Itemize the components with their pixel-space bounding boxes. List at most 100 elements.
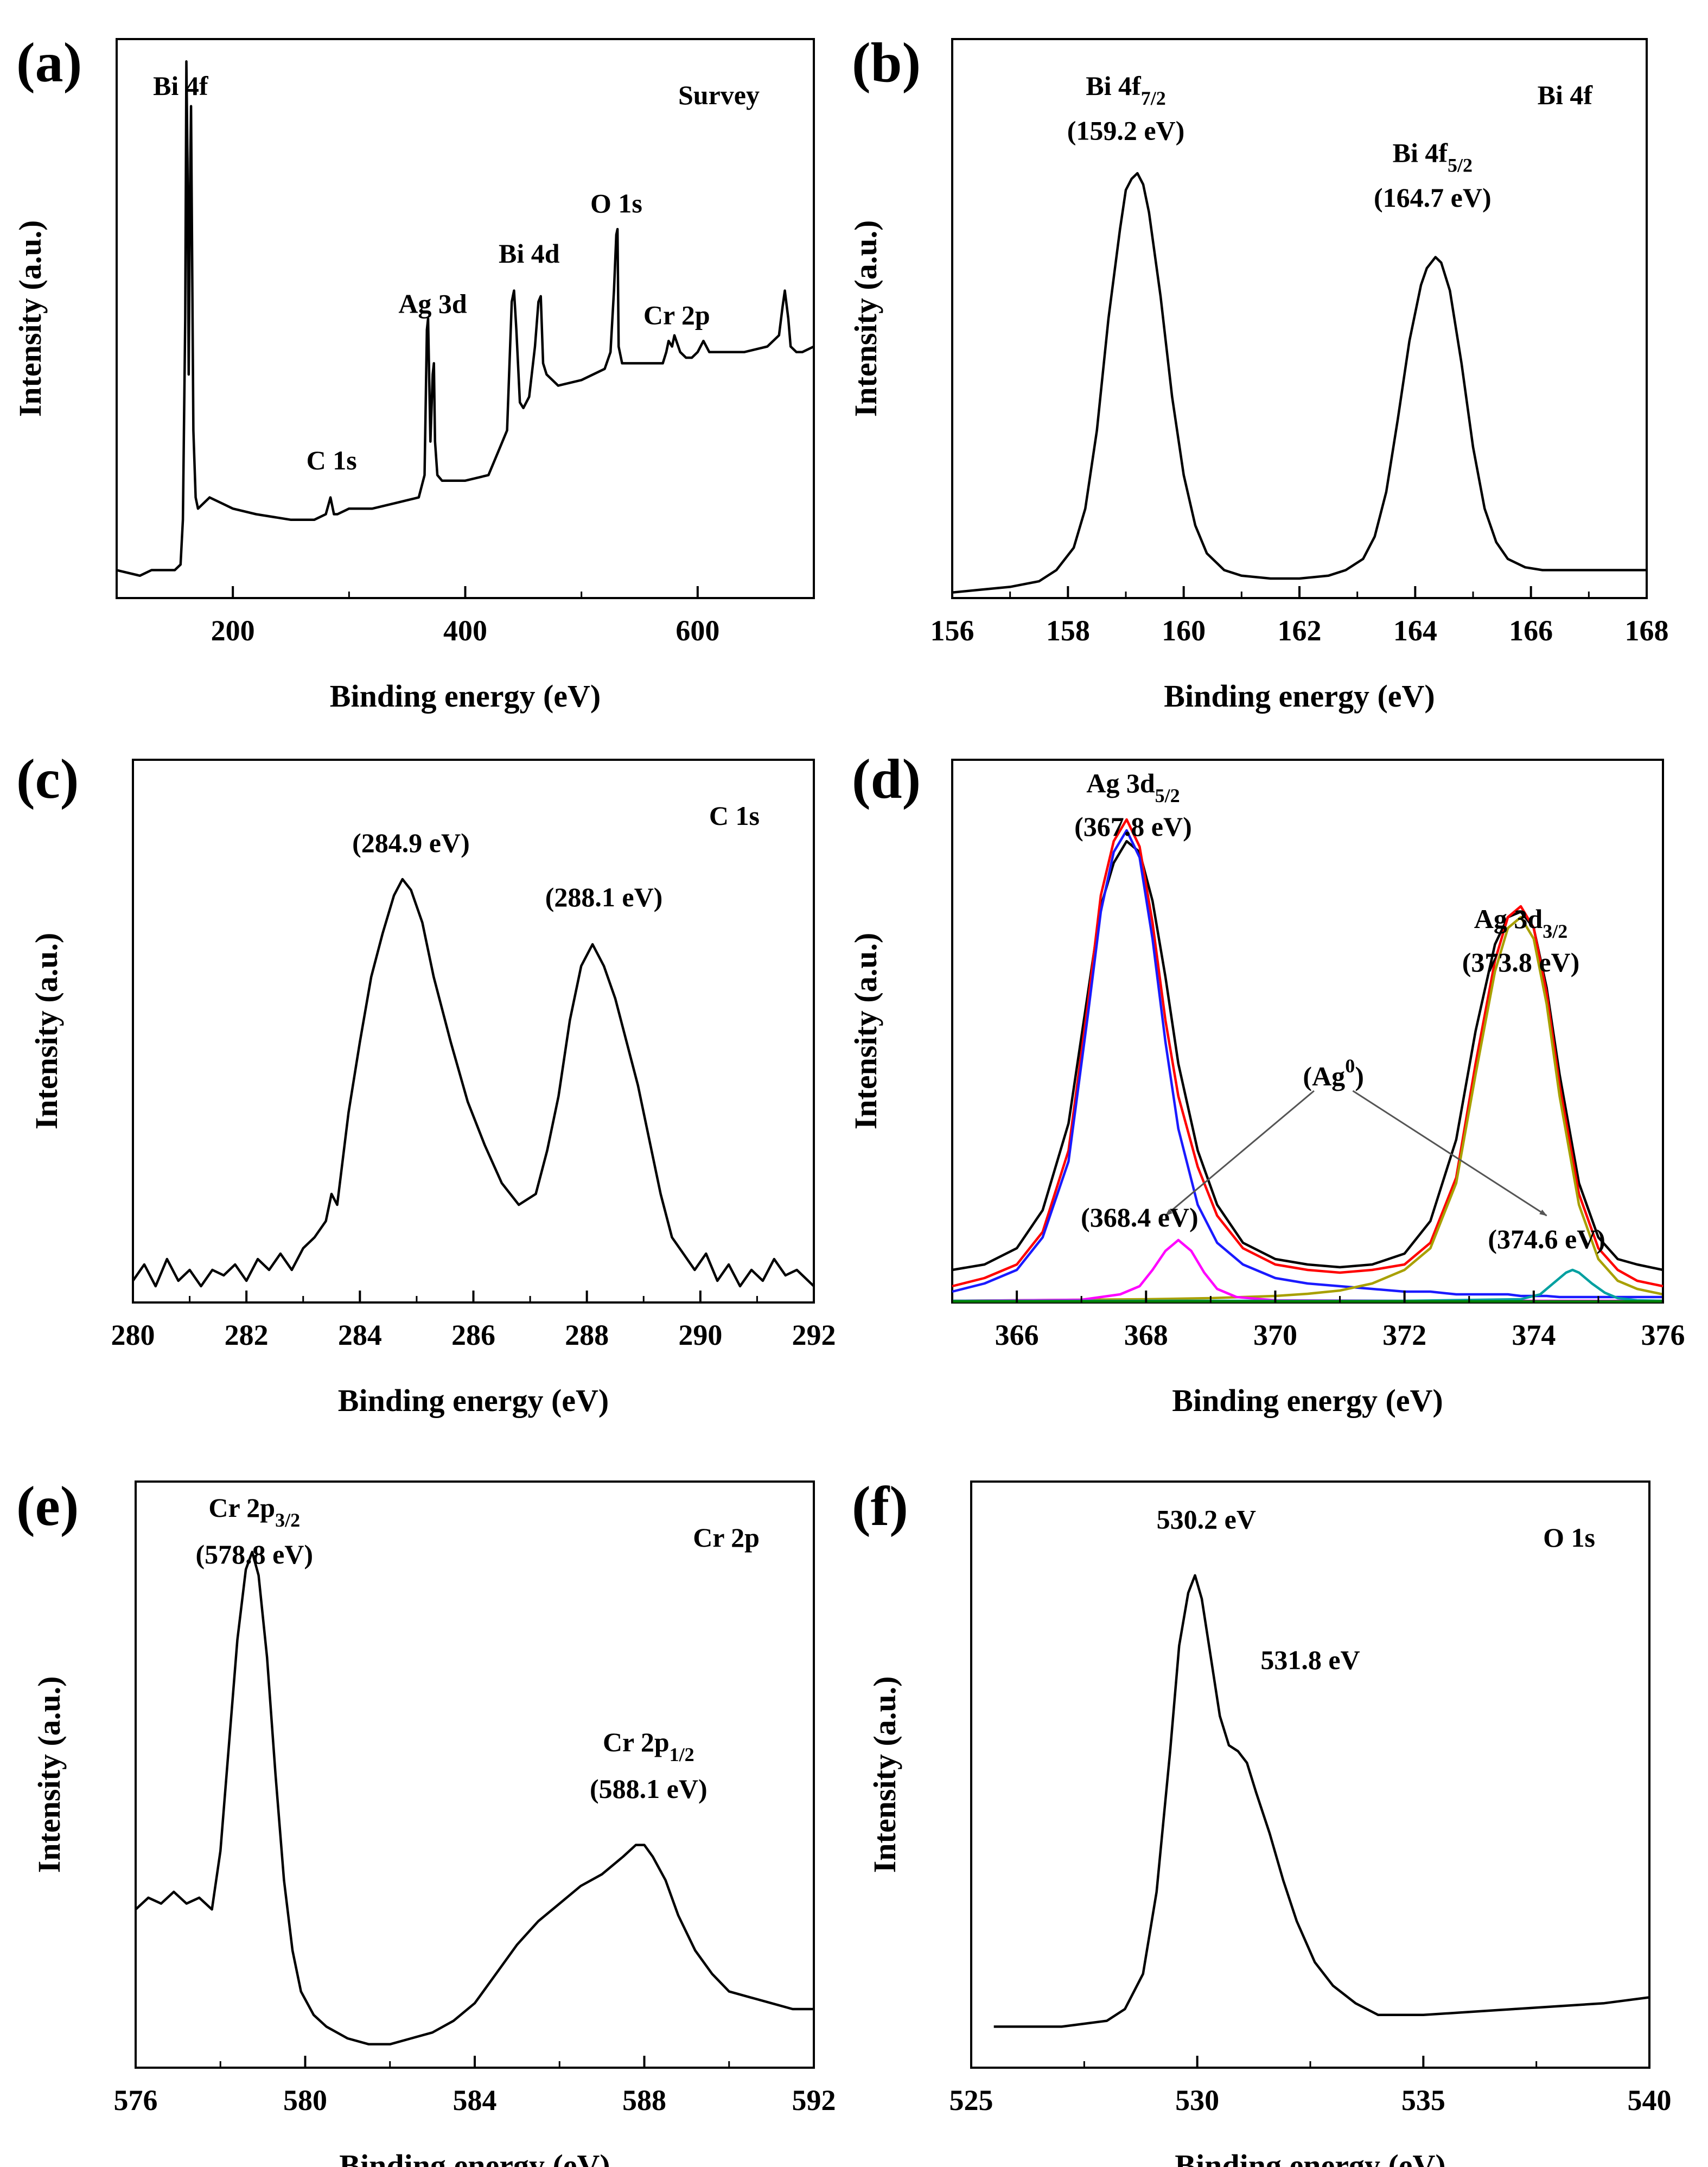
x-axis-title: Binding energy (eV) — [1172, 1383, 1443, 1418]
series-line-b-0 — [952, 171, 1647, 594]
annotation-text: Bi 4f — [1086, 71, 1142, 101]
annotation-arrow — [1352, 1090, 1547, 1217]
x-tick-label: 400 — [443, 614, 487, 647]
annotation-subscript: 3/2 — [275, 1509, 300, 1531]
annotation-text: (164.7 eV) — [1374, 182, 1492, 213]
x-tick-label: 160 — [1162, 614, 1206, 647]
y-axis-title: Intensity (a.u.) — [867, 1676, 902, 1873]
x-axis-title: Binding energy (eV) — [1175, 2148, 1445, 2167]
x-tick-label: 372 — [1382, 1319, 1426, 1351]
peak-annotation: 530.2 eV — [1157, 1504, 1256, 1534]
annotation-subscript: 7/2 — [1141, 87, 1166, 109]
peak-annotation: Cr 2p — [643, 300, 710, 330]
x-tick-label: 525 — [949, 2084, 993, 2117]
x-tick-label: 280 — [111, 1319, 155, 1351]
annotation-text: Bi 4d — [499, 238, 560, 269]
plot-frame — [951, 38, 1648, 599]
peak-annotation: 531.8 eV — [1260, 1645, 1360, 1675]
panel-e: (e) 576 580 584 588 592 Binding energy (eV) Int… — [16, 1475, 836, 2167]
chart-title: Survey — [678, 80, 760, 110]
chart-title: C 1s — [709, 800, 760, 831]
annotation-text: (373.8 eV) — [1462, 947, 1580, 977]
peak-annotation: Cr 2p3/2 — [208, 1492, 300, 1531]
chart-title: Cr 2p — [693, 1522, 760, 1553]
plot-frame — [132, 759, 815, 1304]
annotation-text: (368.4 eV) — [1081, 1202, 1199, 1232]
chart-title: O 1s — [1543, 1522, 1595, 1553]
peak-annotation: Bi 4f5/2 — [1393, 138, 1473, 176]
x-tick-label: 290 — [678, 1319, 722, 1351]
x-tick-label: 530 — [1175, 2084, 1219, 2117]
y-axis-title: Intensity (a.u.) — [12, 220, 48, 417]
x-axis-title: Binding energy (eV) — [1164, 678, 1435, 714]
panel-label: (b) — [852, 31, 921, 94]
x-tick-label: 282 — [225, 1319, 269, 1351]
x-tick-label: 286 — [451, 1319, 495, 1351]
annotation-text: (578.8 eV) — [195, 1539, 313, 1569]
annotation-text: Bi 4f — [1393, 138, 1449, 168]
annotation-text: 531.8 eV — [1260, 1645, 1360, 1675]
series-line-d-3 — [952, 916, 1664, 1302]
peak-annotation: Ag 3d5/2 — [1086, 768, 1180, 806]
annotation-superscript: 0 — [1345, 1055, 1355, 1077]
chart-title: Bi 4f — [1538, 80, 1594, 110]
plot-frame — [970, 1480, 1650, 2069]
annotation-subscript: 3/2 — [1543, 920, 1567, 942]
x-tick-label: 158 — [1046, 614, 1090, 647]
y-axis-title: Intensity (a.u.) — [848, 220, 883, 417]
peak-annotation: (164.7 eV) — [1374, 182, 1492, 213]
series-line-c-0 — [132, 878, 815, 1288]
annotation-text: (588.1 eV) — [590, 1774, 708, 1804]
annotation-text: (Ag — [1303, 1061, 1345, 1091]
x-tick-label: 168 — [1625, 614, 1669, 647]
annotation-text: (159.2 eV) — [1067, 115, 1185, 145]
peak-annotation: (373.8 eV) — [1462, 947, 1580, 977]
x-tick-label: 584 — [453, 2084, 497, 2117]
x-axis-title: Binding energy (eV) — [339, 2148, 610, 2167]
panel-label: (c) — [16, 748, 79, 810]
series-line-d-5 — [952, 1268, 1664, 1302]
peak-annotation: (Ag0) — [1303, 1055, 1363, 1091]
x-tick-label: 368 — [1124, 1319, 1168, 1351]
x-tick-label: 580 — [283, 2084, 327, 2117]
x-tick-label: 288 — [565, 1319, 609, 1351]
annotation-text: Cr 2p — [643, 300, 710, 330]
series-line-e-0 — [135, 1550, 814, 2046]
y-axis-title: Intensity (a.u.) — [848, 933, 883, 1130]
series-line-f-0 — [993, 1574, 1650, 2028]
x-tick-label: 592 — [792, 2084, 836, 2117]
series-line-a-0 — [116, 60, 814, 577]
panel-label: (e) — [16, 1475, 79, 1537]
annotation-text: (367.8 eV) — [1074, 811, 1192, 842]
x-tick-label: 370 — [1253, 1319, 1297, 1351]
annotation-text: Ag 3d — [1086, 768, 1155, 798]
x-tick-label: 156 — [931, 614, 974, 647]
x-tick-label: 200 — [211, 614, 255, 647]
annotation-subscript: 1/2 — [670, 1744, 694, 1765]
annotation-text: (374.6 eV) — [1488, 1224, 1605, 1254]
annotation-close-paren: ) — [1355, 1061, 1364, 1091]
panel-label: (a) — [16, 31, 82, 94]
annotation-text: Cr 2p — [603, 1727, 670, 1757]
peak-annotation: (368.4 eV) — [1081, 1202, 1199, 1232]
peak-annotation: Bi 4f7/2 — [1086, 71, 1165, 109]
x-tick-label: 600 — [675, 614, 719, 647]
peak-annotation: (588.1 eV) — [590, 1774, 708, 1804]
panel-label: (f) — [852, 1475, 908, 1537]
series-line-d-1 — [952, 818, 1664, 1288]
panel-a: (a) 200 400 600 Binding energy (eV) Intensity… — [12, 31, 815, 714]
annotation-text: Ag 3d — [398, 289, 467, 319]
annotation-subscript: 5/2 — [1448, 155, 1473, 176]
peak-annotation: (374.6 eV) — [1488, 1224, 1605, 1254]
x-tick-label: 376 — [1641, 1319, 1685, 1351]
peak-annotation: (159.2 eV) — [1067, 115, 1185, 145]
panel-label: (d) — [852, 748, 921, 810]
peak-annotation: (284.9 eV) — [352, 828, 470, 858]
annotation-text: O 1s — [590, 188, 642, 218]
annotation-text: C 1s — [307, 445, 357, 475]
peak-annotation: Cr 2p1/2 — [603, 1727, 694, 1765]
x-tick-label: 164 — [1393, 614, 1437, 647]
x-tick-label: 535 — [1401, 2084, 1445, 2117]
x-tick-label: 292 — [792, 1319, 836, 1351]
